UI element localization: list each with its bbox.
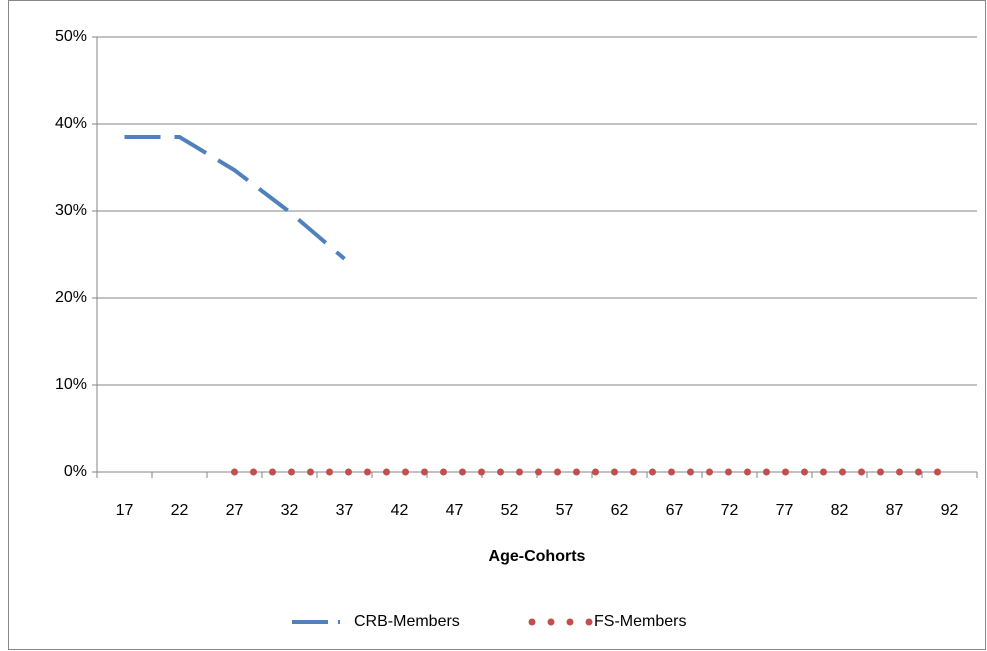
legend-label: CRB-Members [354, 613, 460, 630]
x-tick-label: 62 [611, 502, 629, 519]
y-tick-label: 50% [55, 28, 87, 45]
x-tick-label: 27 [226, 502, 244, 519]
x-axis-title: Age-Cohorts [489, 548, 586, 565]
x-tick-label: 57 [556, 502, 574, 519]
x-tick-label: 42 [391, 502, 409, 519]
x-tick-label: 92 [941, 502, 959, 519]
legend-label: FS-Members [594, 613, 686, 630]
x-tick-label: 52 [501, 502, 519, 519]
x-tick-label: 32 [281, 502, 299, 519]
chart-border [8, 0, 986, 650]
x-tick-label: 77 [776, 502, 794, 519]
x-tick-label: 87 [886, 502, 904, 519]
x-tick-label: 37 [336, 502, 354, 519]
y-tick-label: 20% [55, 289, 87, 306]
y-tick-label: 30% [55, 202, 87, 219]
y-tick-label: 40% [55, 115, 87, 132]
x-tick-label: 67 [666, 502, 684, 519]
x-tick-label: 17 [116, 502, 134, 519]
y-tick-label: 0% [64, 463, 87, 480]
x-tick-label: 47 [446, 502, 464, 519]
series-line [124, 135, 346, 261]
x-tick-label: 72 [721, 502, 739, 519]
x-tick-label: 22 [171, 502, 189, 519]
y-tick-label: 10% [55, 376, 87, 393]
x-tick-label: 82 [831, 502, 849, 519]
